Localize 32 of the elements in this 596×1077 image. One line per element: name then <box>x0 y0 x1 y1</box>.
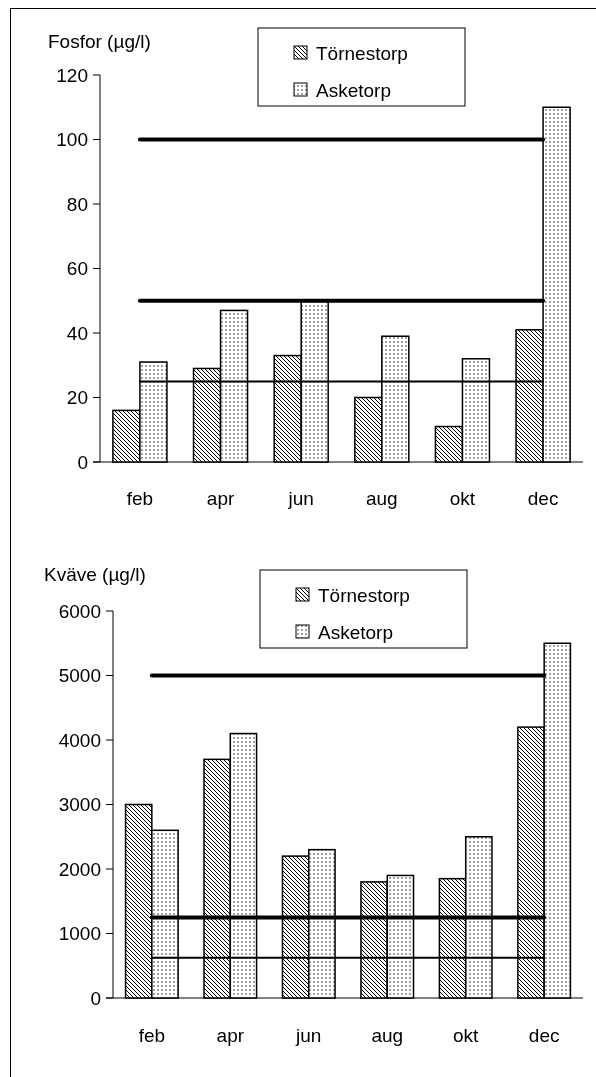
y-tick-label: 4000 <box>58 729 101 751</box>
y-tick-label: 20 <box>66 387 88 409</box>
y-tick-label: 60 <box>66 258 88 280</box>
legend-label: Törnestorp <box>316 42 408 64</box>
y-tick-label: 0 <box>90 987 101 1009</box>
y-tick-label: 0 <box>77 451 88 473</box>
x-tick-label: aug <box>371 1025 404 1046</box>
y-axis-title: Fosfor (µg/l) <box>48 31 151 52</box>
y-tick-label: 5000 <box>58 665 101 687</box>
y-axis-title: Kväve (µg/l) <box>44 564 146 585</box>
x-tick-label: dec <box>528 1025 560 1046</box>
y-tick-label: 1000 <box>58 923 101 945</box>
x-tick-label: aug <box>365 488 398 509</box>
x-tick-label: feb <box>138 1025 166 1046</box>
y-tick-label: 3000 <box>58 794 101 816</box>
x-tick-label: jun <box>287 488 314 509</box>
y-tick-label: 40 <box>66 322 88 344</box>
x-tick-label: feb <box>126 488 154 509</box>
legend-label: Asketorp <box>318 621 393 643</box>
x-tick-label: jun <box>295 1025 322 1046</box>
y-tick-label: 2000 <box>58 858 101 880</box>
y-tick-label: 120 <box>56 64 88 86</box>
x-tick-label: dec <box>527 488 559 509</box>
legend-label: Törnestorp <box>318 584 410 606</box>
legend-label: Asketorp <box>316 79 391 101</box>
y-tick-label: 6000 <box>58 600 101 622</box>
x-tick-label: apr <box>216 1025 245 1046</box>
x-tick-label: okt <box>449 488 476 509</box>
x-tick-label: apr <box>206 488 235 509</box>
x-tick-label: okt <box>453 1025 480 1046</box>
y-tick-label: 100 <box>56 129 88 151</box>
y-tick-label: 80 <box>66 193 88 215</box>
